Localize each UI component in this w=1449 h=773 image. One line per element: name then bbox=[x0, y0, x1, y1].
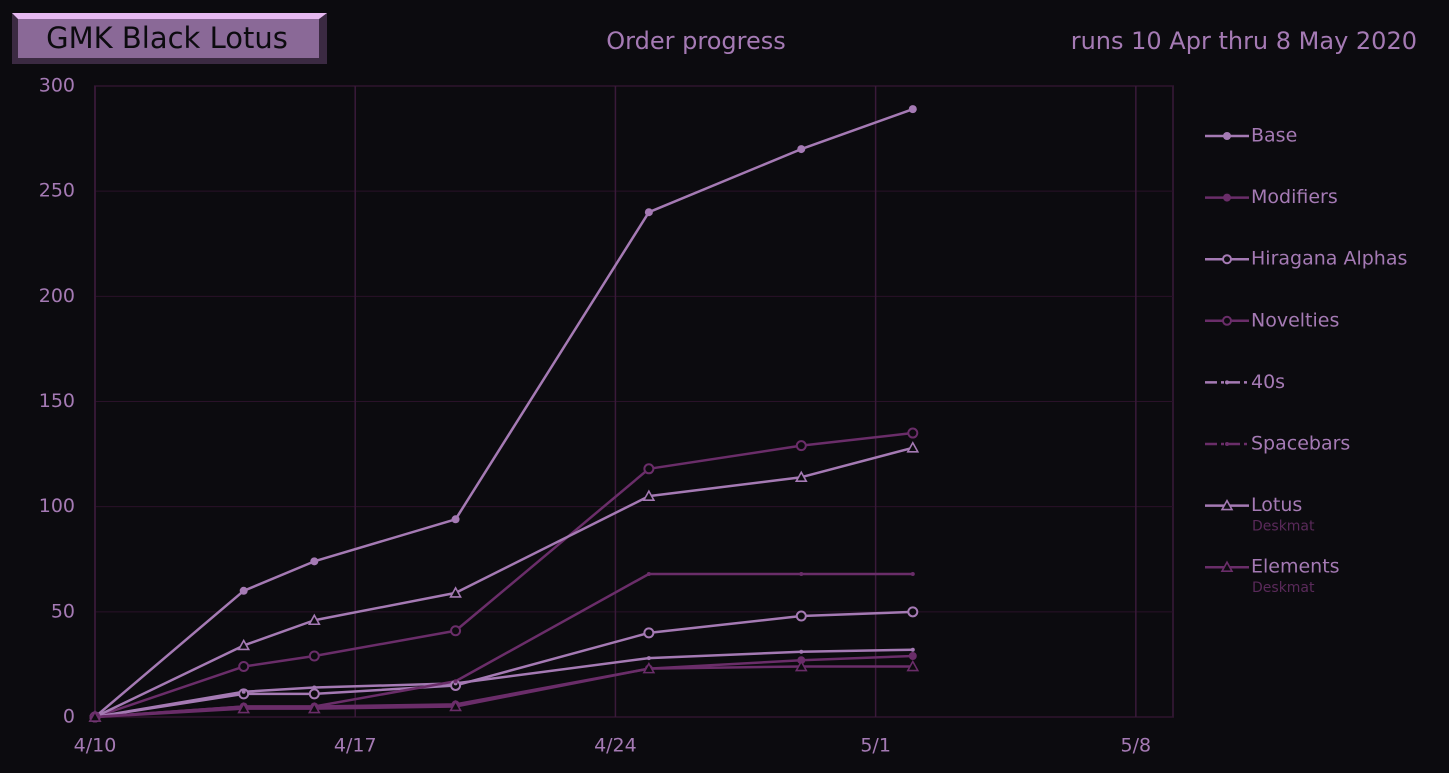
data-point bbox=[797, 145, 806, 154]
legend-marker bbox=[1220, 560, 1234, 573]
data-point bbox=[907, 427, 919, 439]
legend-marker bbox=[1223, 193, 1231, 202]
data-point bbox=[312, 685, 317, 690]
data-point bbox=[906, 659, 920, 672]
data-point bbox=[910, 647, 915, 652]
legend-sublabel: Deskmat bbox=[1252, 580, 1315, 596]
x-tick-label: 5/8 bbox=[1121, 735, 1152, 757]
data-point bbox=[241, 689, 246, 694]
data-point bbox=[795, 610, 807, 622]
data-point bbox=[451, 515, 460, 524]
legend-label: Modifiers bbox=[1251, 186, 1338, 208]
y-tick-label: 100 bbox=[39, 495, 75, 517]
data-point bbox=[310, 557, 319, 566]
data-point bbox=[307, 613, 321, 626]
data-point bbox=[449, 699, 462, 712]
data-point bbox=[794, 659, 808, 672]
data-point bbox=[908, 652, 917, 661]
data-point bbox=[646, 571, 651, 576]
data-point bbox=[643, 463, 655, 475]
data-point bbox=[907, 606, 919, 618]
data-point bbox=[237, 701, 251, 714]
x-tick-label: 5/1 bbox=[860, 735, 891, 757]
data-point bbox=[910, 571, 915, 576]
y-tick-label: 300 bbox=[39, 75, 75, 97]
data-point bbox=[794, 470, 808, 483]
data-point bbox=[795, 440, 807, 452]
data-point bbox=[799, 571, 804, 576]
data-point bbox=[643, 627, 655, 639]
legend-label: Base bbox=[1251, 125, 1297, 147]
data-point bbox=[238, 688, 250, 700]
data-point bbox=[307, 701, 321, 714]
legend-label: Lotus bbox=[1251, 494, 1302, 516]
legend-sublabel: Deskmat bbox=[1252, 519, 1315, 535]
data-point bbox=[453, 679, 458, 684]
data-point bbox=[644, 208, 653, 217]
legend-marker bbox=[1225, 380, 1229, 385]
y-tick-label: 150 bbox=[39, 390, 75, 412]
data-point bbox=[237, 638, 251, 651]
legend-marker bbox=[1222, 254, 1232, 265]
y-tick-label: 0 bbox=[63, 706, 75, 728]
legend-label: 40s bbox=[1251, 371, 1285, 393]
x-tick-label: 4/24 bbox=[594, 735, 637, 757]
title-box-bevel bbox=[12, 13, 327, 19]
legend-label: Novelties bbox=[1251, 309, 1339, 331]
data-point bbox=[449, 586, 462, 598]
legend-marker bbox=[1223, 132, 1231, 140]
data-point bbox=[308, 650, 320, 662]
data-point bbox=[238, 661, 250, 673]
data-point bbox=[239, 586, 248, 595]
legend-marker bbox=[1222, 315, 1232, 326]
y-tick-label: 50 bbox=[51, 600, 75, 622]
data-point bbox=[88, 710, 102, 722]
legend-marker bbox=[1225, 442, 1229, 446]
data-point bbox=[906, 441, 920, 453]
x-tick-label: 4/17 bbox=[334, 735, 377, 757]
date-range: runs 10 Apr thru 8 May 2020 bbox=[1071, 27, 1417, 55]
y-tick-label: 200 bbox=[39, 285, 75, 307]
title-box-face bbox=[18, 19, 319, 58]
data-point bbox=[642, 661, 656, 674]
data-point bbox=[799, 649, 804, 654]
y-tick-label: 250 bbox=[39, 180, 75, 202]
data-point bbox=[908, 105, 917, 114]
title-box: GMK Black Lotus bbox=[12, 13, 327, 64]
chart-subtitle: Order progress bbox=[606, 27, 785, 55]
legend-label: Spacebars bbox=[1251, 433, 1350, 455]
legend-label: Hiragana Alphas bbox=[1251, 248, 1407, 270]
chart-title: GMK Black Lotus bbox=[46, 21, 288, 55]
data-point bbox=[642, 489, 656, 501]
data-point bbox=[646, 656, 651, 661]
data-point bbox=[450, 625, 462, 637]
data-point bbox=[308, 688, 320, 700]
legend-label: Elements bbox=[1251, 556, 1340, 578]
legend-marker bbox=[1220, 498, 1234, 511]
x-tick-label: 4/10 bbox=[74, 735, 117, 757]
